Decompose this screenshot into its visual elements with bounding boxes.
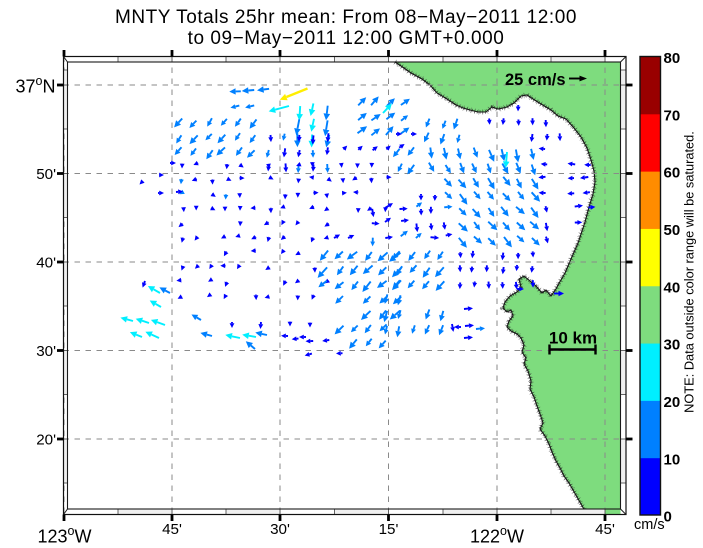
svg-text:45': 45'	[595, 521, 615, 538]
svg-text:cm/s: cm/s	[634, 517, 665, 533]
svg-text:40: 40	[664, 279, 681, 296]
svg-text:25 cm/s: 25 cm/s	[505, 71, 566, 89]
svg-text:122oW: 122oW	[470, 524, 524, 546]
svg-text:30: 30	[664, 337, 681, 354]
svg-text:50': 50'	[36, 166, 56, 183]
svg-text:0: 0	[664, 509, 672, 526]
svg-text:80: 80	[664, 50, 681, 67]
svg-text:30': 30'	[270, 521, 290, 538]
svg-text:10: 10	[664, 451, 681, 468]
svg-text:10 km: 10 km	[549, 329, 597, 348]
svg-text:20: 20	[664, 394, 681, 411]
svg-text:123oW: 123oW	[38, 524, 92, 546]
svg-text:MNTY Totals 25hr mean: From 08: MNTY Totals 25hr mean: From 08−May−2011 …	[115, 7, 577, 28]
svg-text:15': 15'	[379, 521, 399, 538]
svg-text:50: 50	[664, 222, 681, 239]
svg-text:30': 30'	[36, 343, 56, 360]
svg-text:40': 40'	[36, 255, 56, 272]
svg-text:to 09−May−2011 12:00 GMT+0.000: to 09−May−2011 12:00 GMT+0.000	[188, 28, 505, 49]
svg-text:45': 45'	[162, 521, 182, 538]
svg-text:NOTE: Data outside color range: NOTE: Data outside color range will be s…	[682, 131, 697, 413]
svg-text:20': 20'	[36, 432, 56, 449]
svg-text:37oN: 37oN	[16, 74, 56, 96]
svg-text:60: 60	[664, 165, 681, 182]
svg-text:70: 70	[664, 107, 681, 124]
